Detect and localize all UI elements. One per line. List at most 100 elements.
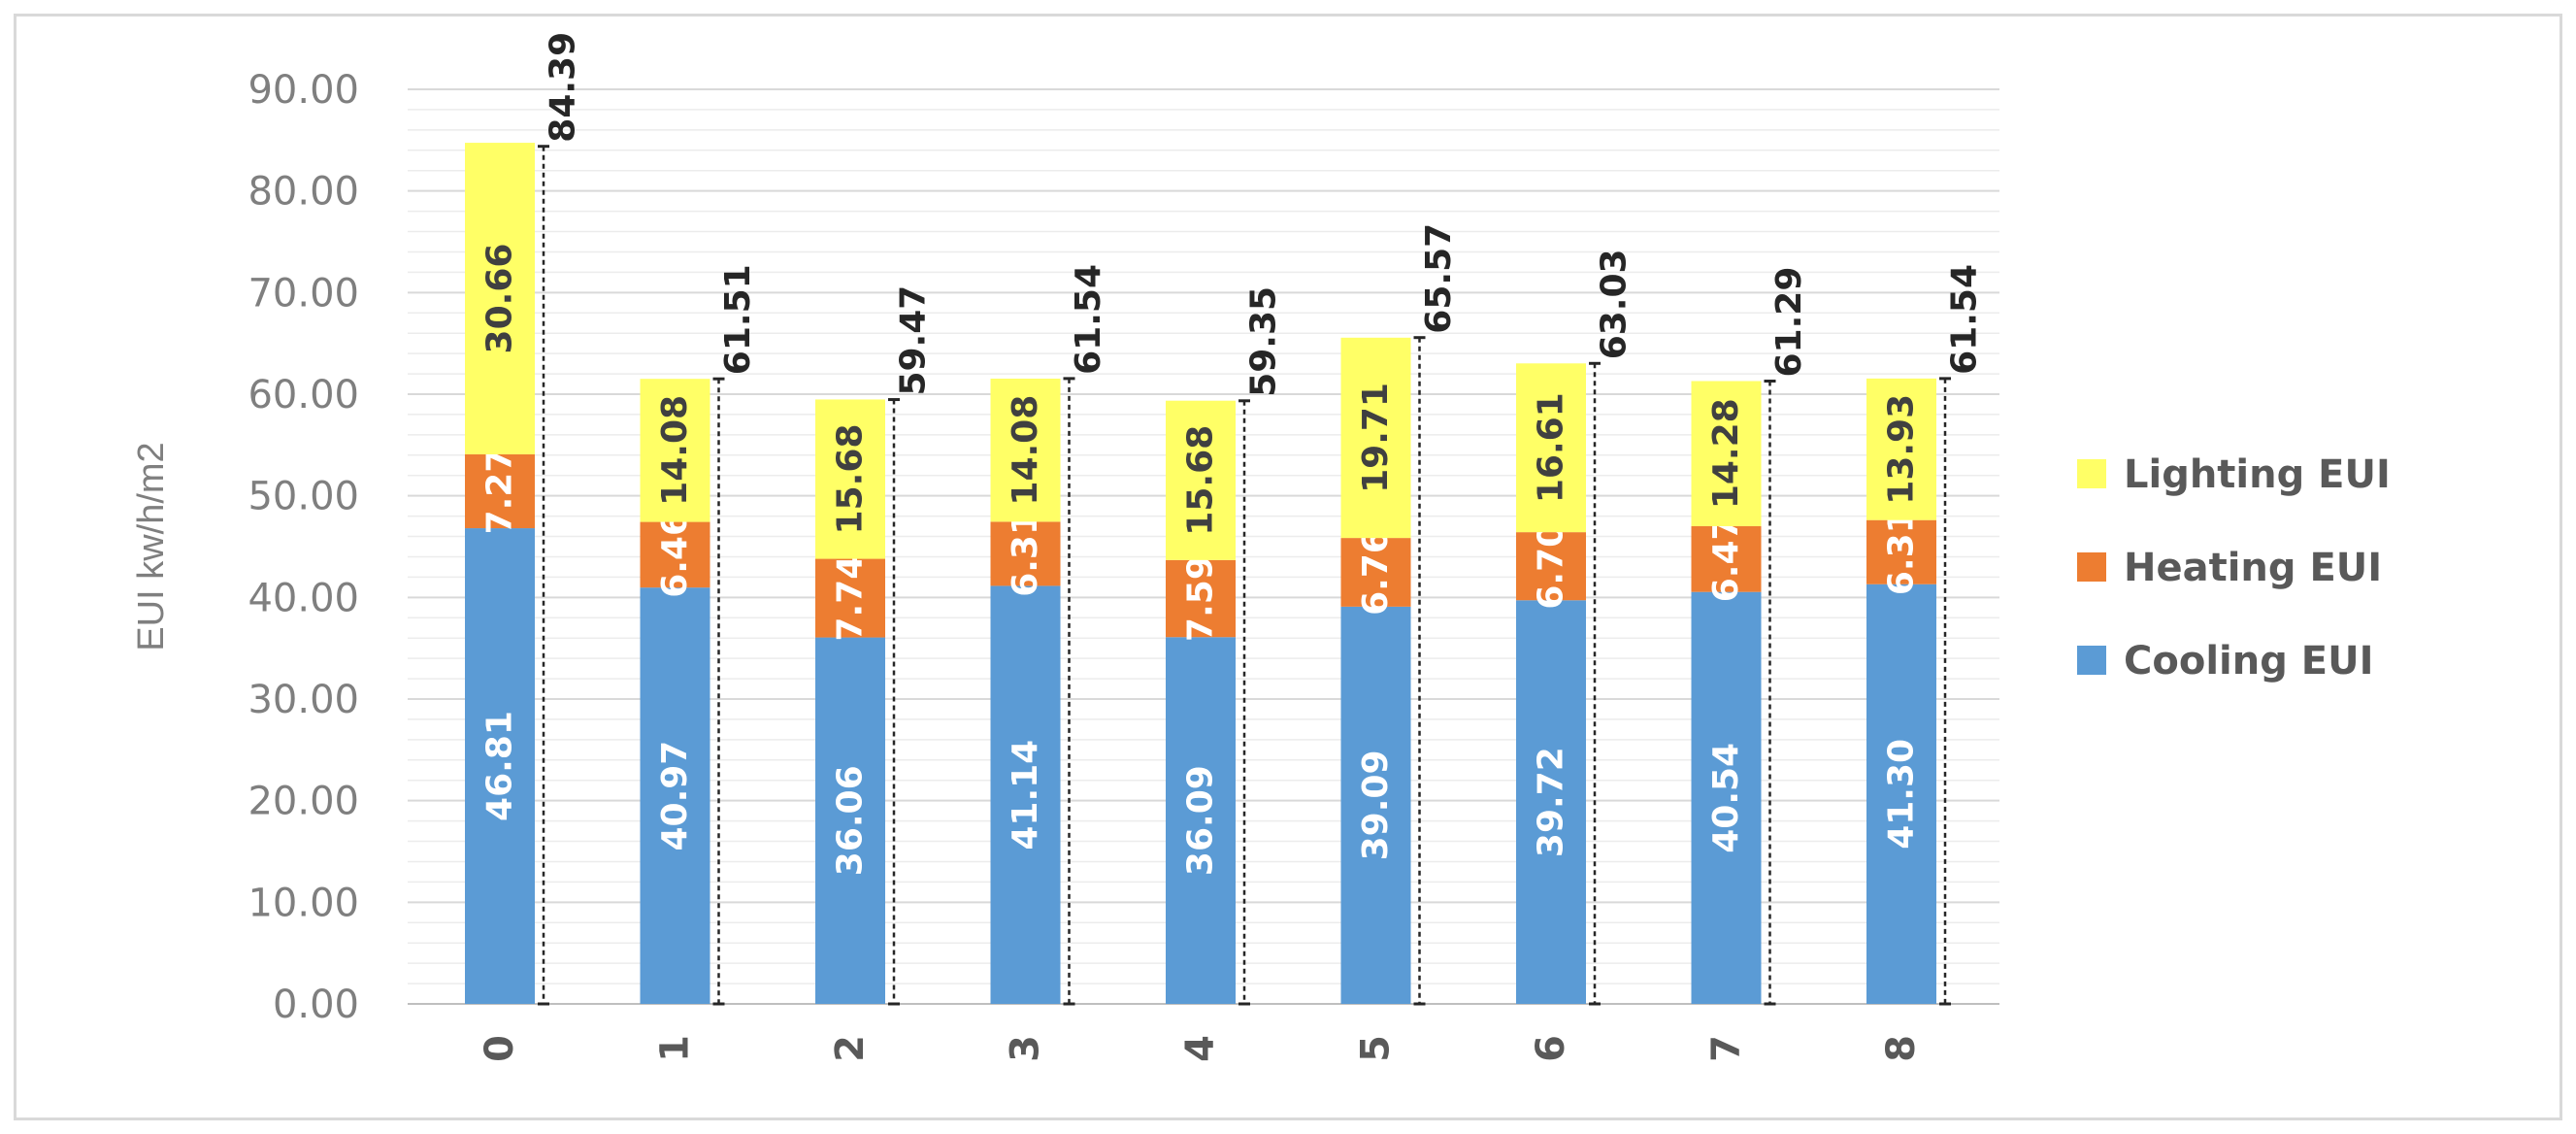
bar-segment-cooling-eui [1340, 606, 1411, 1004]
legend-swatch [2077, 459, 2106, 488]
x-tick-label: 2 [828, 1035, 873, 1062]
x-axis: 0 1 2 3 4 5 6 7 8 [478, 1035, 1924, 1062]
total-label: 61.51 [718, 264, 758, 375]
bar-segment-heating-eui [990, 521, 1061, 586]
bar-segment-cooling-eui [990, 585, 1061, 1004]
segment-label: 16.61 [1532, 392, 1571, 503]
x-tick-label: 0 [478, 1035, 522, 1062]
x-tick-label: 3 [1004, 1035, 1048, 1062]
bar-segment-heating-eui [1340, 538, 1411, 607]
segment-label: 7.59 [1181, 555, 1221, 642]
segment-label: 46.81 [480, 711, 520, 821]
y-axis-label: EUI kw/h/m2 [131, 442, 172, 650]
bar-group-3: 41.14 6.31 14.08 61.54 [990, 264, 1108, 1006]
total-label: 84.39 [544, 32, 583, 143]
segment-label: 6.76 [1356, 529, 1396, 616]
segment-label: 13.93 [1882, 394, 1922, 505]
segment-label: 39.09 [1356, 750, 1396, 860]
bar-segment-cooling-eui [815, 637, 885, 1004]
bar-segment-heating-eui [1516, 532, 1586, 601]
bar-segment-lighting-eui [990, 378, 1061, 522]
segment-label: 7.74 [831, 555, 871, 642]
total-label: 63.03 [1595, 249, 1635, 359]
bar-segment-lighting-eui [1166, 400, 1236, 560]
bar-segment-lighting-eui [1866, 378, 1936, 520]
bar-segment-lighting-eui [1340, 337, 1411, 539]
bar-segment-heating-eui [1866, 519, 1936, 584]
bar-group-2: 36.06 7.74 15.68 59.47 [815, 285, 934, 1006]
x-tick-label: 7 [1704, 1035, 1749, 1062]
segment-label: 14.08 [1006, 395, 1045, 506]
y-tick-label: 50.00 [248, 475, 359, 519]
bar-segment-lighting-eui [640, 379, 710, 522]
bar-segment-lighting-eui [815, 399, 885, 559]
bar-segment-lighting-eui [1516, 363, 1586, 533]
legend-label: Heating EUI [2124, 546, 2382, 590]
segment-label: 40.54 [1706, 743, 1746, 853]
y-axis: 0.00 10.00 20.00 30.00 40.00 50.00 60.00 70.00 8… [248, 68, 359, 1027]
segment-label: 14.08 [655, 395, 695, 506]
bar-segment-heating-eui [1691, 525, 1762, 592]
bar-segment-cooling-eui [1166, 637, 1236, 1004]
segment-label: 6.46 [655, 512, 695, 598]
segment-label: 41.14 [1006, 740, 1045, 850]
bar-segment-cooling-eui [1691, 591, 1762, 1004]
y-tick-label: 80.00 [248, 170, 359, 215]
y-tick-label: 70.00 [248, 271, 359, 316]
bar-group-5: 39.09 6.76 19.71 65.57 [1340, 223, 1459, 1006]
segment-label: 6.47 [1706, 516, 1746, 602]
y-tick-label: 40.00 [248, 576, 359, 620]
bar-segment-cooling-eui [465, 528, 535, 1004]
segment-label: 7.27 [480, 449, 520, 535]
total-label: 61.54 [1945, 264, 1985, 375]
x-tick-label: 4 [1178, 1035, 1223, 1062]
y-tick-label: 10.00 [248, 881, 359, 925]
y-tick-label: 30.00 [248, 678, 359, 722]
legend: Lighting EUI Heating EUI Cooling EUI [2077, 452, 2391, 684]
bar-segment-lighting-eui [465, 143, 535, 454]
bars: 46.81 7.27 30.66 84.39 40.97 6.46 14.08 61.51 36… [465, 32, 1985, 1006]
segment-label: 14.28 [1706, 398, 1746, 509]
legend-swatch [2077, 646, 2106, 675]
segment-label: 19.71 [1356, 383, 1396, 493]
segment-label: 6.31 [1882, 509, 1922, 595]
bar-group-7: 40.54 6.47 14.28 61.29 [1691, 267, 1809, 1006]
x-tick-label: 5 [1354, 1035, 1399, 1062]
segment-label: 15.68 [831, 424, 871, 535]
legend-label: Cooling EUI [2124, 639, 2373, 684]
segment-label: 41.30 [1882, 739, 1922, 850]
segment-label: 6.31 [1006, 511, 1045, 597]
bar-segment-lighting-eui [1691, 381, 1762, 526]
total-label: 59.47 [894, 285, 934, 396]
bar-segment-cooling-eui [640, 587, 710, 1004]
chart-frame [14, 14, 2562, 1120]
bar-group-0: 46.81 7.27 30.66 84.39 [465, 32, 583, 1006]
x-tick-label: 1 [653, 1035, 698, 1062]
bar-segment-heating-eui [640, 521, 710, 588]
segment-label: 36.06 [831, 765, 871, 876]
y-tick-label: 90.00 [248, 68, 359, 113]
bar-segment-cooling-eui [1516, 600, 1586, 1004]
bar-segment-heating-eui [815, 558, 885, 638]
total-label: 59.35 [1244, 286, 1284, 397]
x-tick-label: 6 [1529, 1035, 1573, 1062]
total-label: 61.29 [1769, 267, 1809, 378]
segment-label: 6.70 [1532, 523, 1571, 610]
total-label: 61.54 [1069, 264, 1108, 375]
y-tick-label: 60.00 [248, 373, 359, 417]
bar-segment-heating-eui [465, 453, 535, 529]
segment-label: 36.09 [1181, 765, 1221, 876]
segment-label: 40.97 [655, 741, 695, 851]
bar-group-6: 39.72 6.70 16.61 63.03 [1516, 249, 1635, 1006]
bar-group-1: 40.97 6.46 14.08 61.51 [640, 264, 758, 1006]
segment-label: 39.72 [1532, 747, 1571, 857]
legend-swatch [2077, 552, 2106, 582]
total-label: 65.57 [1419, 223, 1459, 334]
segment-label: 15.68 [1181, 425, 1221, 536]
bar-segment-heating-eui [1166, 559, 1236, 638]
bar-segment-cooling-eui [1866, 584, 1936, 1004]
bar-group-4: 36.09 7.59 15.68 59.35 [1166, 286, 1284, 1006]
segment-label: 30.66 [480, 244, 520, 354]
